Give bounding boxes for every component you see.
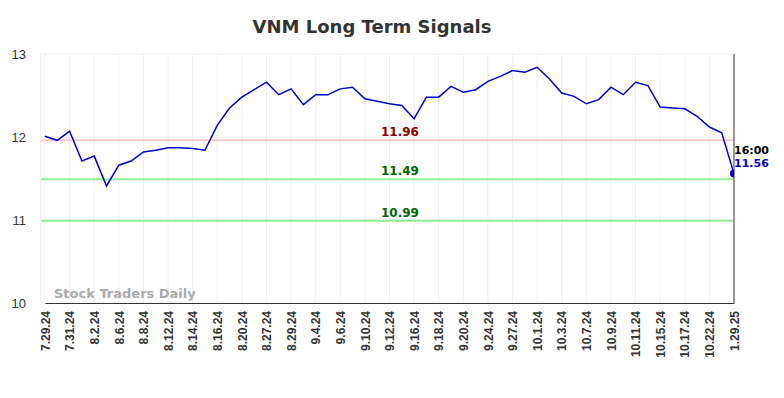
x-tick: 9.4.24 bbox=[309, 303, 323, 344]
y-tick-label: 10 bbox=[12, 296, 26, 311]
x-tick-label: 10.1.24 bbox=[531, 311, 545, 351]
y-tick: 13 bbox=[12, 47, 40, 62]
grid-line-x bbox=[734, 54, 735, 303]
last-point bbox=[730, 170, 734, 178]
x-axis: 7.29.24 7.31.24 8.2.24 8.6.24 8.8.24 8.12.24 8… bbox=[39, 303, 742, 358]
grid-line-y bbox=[40, 54, 734, 55]
x-tick: 8.8.24 bbox=[137, 303, 151, 344]
x-tick: 8.16.24 bbox=[211, 303, 225, 351]
x-tick: 10.22.24 bbox=[703, 303, 717, 358]
x-tick-label: 10.15.24 bbox=[654, 311, 668, 358]
x-tick: 9.12.24 bbox=[383, 303, 397, 351]
x-tick-label: 10.9.24 bbox=[605, 311, 619, 351]
x-tick-label: 8.29.24 bbox=[285, 311, 299, 351]
x-tick: 8.2.24 bbox=[88, 303, 102, 344]
x-tick: 8.14.24 bbox=[186, 303, 200, 351]
x-tick-label: 9.20.24 bbox=[457, 311, 471, 351]
x-tick-label: 9.27.24 bbox=[506, 311, 520, 351]
plot-area bbox=[45, 67, 734, 186]
x-tick: 10.15.24 bbox=[654, 303, 668, 358]
x-tick: 9.16.24 bbox=[408, 303, 422, 351]
reference-lines: 11.96 11.49 10.99 bbox=[40, 125, 734, 221]
reference-label: 10.99 bbox=[381, 206, 419, 220]
x-tick: 9.6.24 bbox=[334, 303, 348, 344]
x-tick-label: 8.2.24 bbox=[88, 311, 102, 345]
last-value: 11.56 bbox=[734, 157, 769, 170]
chart: VNM Long Term Signals 11.96 11.49 10.99 Stoc… bbox=[0, 0, 784, 398]
x-tick-label: 9.4.24 bbox=[309, 311, 323, 345]
reference-line bbox=[40, 220, 734, 222]
watermark: Stock Traders Daily bbox=[54, 286, 196, 301]
y-tick: 11 bbox=[13, 213, 41, 228]
x-tick: 7.29.24 bbox=[39, 303, 53, 351]
x-tick-label: 8.27.24 bbox=[260, 311, 274, 351]
price-line bbox=[45, 67, 734, 186]
x-tick: 10.11.24 bbox=[629, 303, 643, 357]
x-tick-label: 9.16.24 bbox=[408, 311, 422, 351]
x-tick: 10.17.24 bbox=[678, 303, 692, 358]
reference-line bbox=[40, 139, 734, 141]
x-tick-label: 7.29.24 bbox=[39, 311, 53, 351]
x-tick: 8.27.24 bbox=[260, 303, 274, 351]
right-edge bbox=[733, 54, 735, 303]
x-tick-label: 9.18.24 bbox=[432, 311, 446, 351]
y-tick-label: 12 bbox=[12, 130, 26, 145]
x-tick: 10.9.24 bbox=[605, 303, 619, 351]
reference-label: 11.49 bbox=[381, 164, 419, 178]
x-tick: 9.24.24 bbox=[482, 303, 496, 351]
x-tick: 8.29.24 bbox=[285, 303, 299, 351]
y-tick-label: 11 bbox=[13, 213, 27, 228]
x-tick-label: 7.31.24 bbox=[63, 311, 77, 351]
x-tick-label: 9.12.24 bbox=[383, 311, 397, 351]
x-tick: 10.3.24 bbox=[555, 303, 569, 351]
last-time: 16:00 bbox=[734, 144, 769, 157]
x-tick-label: 1.29.25 bbox=[728, 311, 742, 351]
grid bbox=[40, 54, 734, 303]
x-tick-label: 8.16.24 bbox=[211, 311, 225, 351]
x-tick: 8.6.24 bbox=[113, 303, 127, 344]
x-tick: 9.20.24 bbox=[457, 303, 471, 351]
x-tick: 1.29.25 bbox=[728, 303, 742, 351]
x-tick-label: 8.8.24 bbox=[137, 311, 151, 345]
x-tick: 7.31.24 bbox=[63, 303, 77, 351]
x-tick-label: 10.22.24 bbox=[703, 311, 717, 358]
x-tick: 8.12.24 bbox=[162, 303, 176, 351]
x-axis-line bbox=[46, 303, 735, 304]
x-tick-label: 10.11.24 bbox=[629, 311, 643, 357]
x-tick: 8.20.24 bbox=[236, 303, 250, 351]
reference-line bbox=[40, 178, 734, 180]
chart-container: VNM Long Term Signals 11.96 11.49 10.99 Stoc… bbox=[0, 0, 784, 398]
x-tick: 10.7.24 bbox=[580, 303, 594, 351]
x-tick-label: 8.6.24 bbox=[113, 311, 127, 345]
x-tick-label: 10.3.24 bbox=[555, 311, 569, 351]
x-tick-label: 8.14.24 bbox=[186, 311, 200, 351]
x-tick-label: 9.10.24 bbox=[359, 311, 373, 351]
y-tick: 10 bbox=[12, 296, 40, 311]
y-tick: 12 bbox=[12, 130, 40, 145]
x-tick: 9.10.24 bbox=[359, 303, 373, 351]
x-tick: 9.27.24 bbox=[506, 303, 520, 351]
y-axis: 10 11 12 13 bbox=[12, 47, 41, 311]
grid-line-y bbox=[40, 303, 734, 304]
x-tick: 10.1.24 bbox=[531, 303, 545, 351]
x-tick-label: 8.12.24 bbox=[162, 311, 176, 351]
x-tick-label: 9.6.24 bbox=[334, 311, 348, 345]
x-tick-label: 9.24.24 bbox=[482, 311, 496, 351]
y-tick-label: 13 bbox=[12, 47, 26, 62]
x-tick-label: 8.20.24 bbox=[236, 311, 250, 351]
x-tick-label: 10.17.24 bbox=[678, 311, 692, 358]
x-tick: 9.18.24 bbox=[432, 303, 446, 351]
reference-label: 11.96 bbox=[381, 125, 419, 139]
y-axis-line bbox=[40, 55, 41, 304]
title: VNM Long Term Signals bbox=[253, 16, 492, 37]
x-tick-label: 10.7.24 bbox=[580, 311, 594, 351]
